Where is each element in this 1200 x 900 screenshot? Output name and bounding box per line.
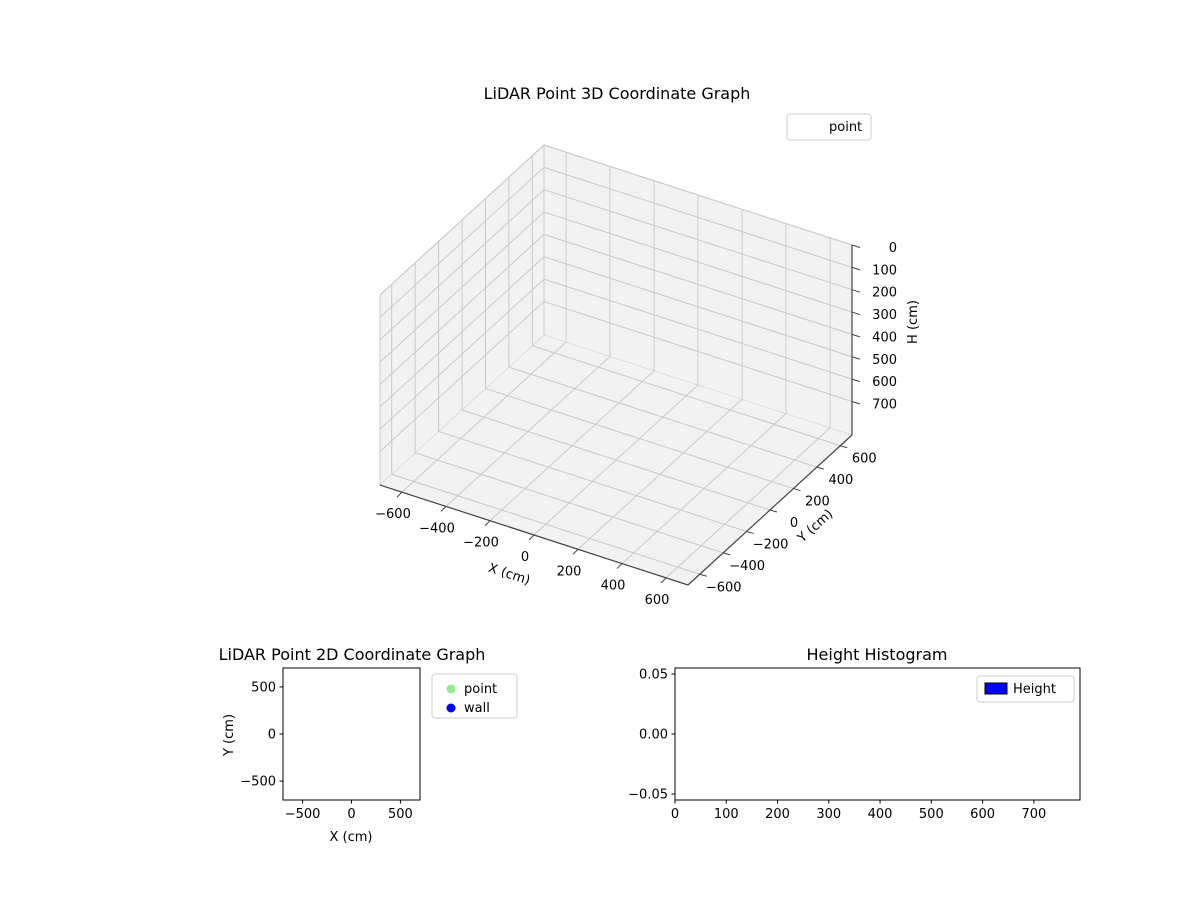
svg-text:400: 400 [868, 807, 893, 822]
plot2d-legend-wall-marker-icon [446, 703, 456, 713]
svg-text:500: 500 [872, 353, 897, 368]
svg-text:−500: −500 [240, 775, 276, 790]
plot3d-xlabel: X (cm) [486, 561, 532, 589]
svg-text:300: 300 [872, 308, 897, 323]
svg-text:200: 200 [872, 286, 897, 301]
histogram-legend-height-marker-icon [984, 682, 1008, 695]
svg-text:400: 400 [828, 473, 853, 488]
svg-text:−400: −400 [419, 521, 455, 536]
svg-text:700: 700 [872, 397, 897, 412]
plot3d-ylabel: Y (cm) [794, 507, 836, 547]
plot3d-zlabel: H (cm) [906, 300, 921, 344]
plot2d-legend-point-label: point [464, 682, 497, 697]
svg-text:−0.05: −0.05 [628, 788, 668, 803]
svg-text:500: 500 [251, 680, 276, 695]
histogram-ticks: 0 100 200 300 400 500 600 700 −0.05 0.00 0.05 [628, 668, 1046, 823]
svg-text:−600: −600 [706, 580, 742, 595]
svg-text:0: 0 [347, 807, 355, 822]
svg-text:100: 100 [872, 263, 897, 278]
svg-text:600: 600 [970, 807, 995, 822]
histogram-legend-height-label: Height [1013, 682, 1056, 697]
plot2d-ticks: −500 0 500 −500 0 500 [240, 680, 413, 822]
plot2d-legend-point-marker-icon [446, 684, 456, 694]
svg-text:0: 0 [889, 241, 897, 256]
svg-text:0.05: 0.05 [639, 668, 668, 683]
plot2d-legend-wall-label: wall [464, 701, 490, 716]
plot3d-legend-box [786, 113, 872, 141]
svg-text:600: 600 [872, 375, 897, 390]
svg-text:−500: −500 [285, 807, 321, 822]
plot2d-axes: −500 0 500 −500 0 500 [240, 667, 421, 822]
plot2d-plot-area [282, 667, 421, 801]
svg-text:0: 0 [521, 550, 529, 565]
svg-text:300: 300 [816, 807, 841, 822]
svg-text:500: 500 [388, 807, 413, 822]
plot3d-axes: −600−400−2000200400600−600−400−200020040… [375, 143, 897, 608]
svg-text:0: 0 [790, 516, 798, 531]
plot2d-ylabel: Y (cm) [222, 714, 237, 757]
histogram-legend: Height [976, 675, 1075, 703]
svg-text:−200: −200 [463, 536, 499, 551]
histogram-axes: 0 100 200 300 400 500 600 700 −0.05 0.00 0.05 [628, 667, 1081, 823]
svg-text:−600: −600 [375, 507, 411, 522]
svg-text:200: 200 [557, 564, 582, 579]
histogram-title: Height Histogram [807, 645, 948, 664]
svg-text:500: 500 [919, 807, 944, 822]
plot3d-gridlines [379, 144, 853, 579]
plot3d-title: LiDAR Point 3D Coordinate Graph [484, 84, 751, 103]
plot2d-xlabel: X (cm) [330, 830, 373, 845]
svg-text:100: 100 [714, 807, 739, 822]
svg-text:600: 600 [852, 452, 877, 467]
svg-text:700: 700 [1021, 807, 1046, 822]
svg-text:400: 400 [872, 330, 897, 345]
svg-text:200: 200 [765, 807, 790, 822]
plot3d-ticks: −600−400−2000200400600−600−400−200020040… [375, 241, 897, 608]
svg-text:0: 0 [671, 807, 679, 822]
plot2d-legend: point wall [431, 673, 518, 719]
svg-text:−400: −400 [729, 559, 765, 574]
svg-text:−200: −200 [753, 537, 789, 552]
plot3d-legend: point [786, 113, 872, 141]
plot2d-title: LiDAR Point 2D Coordinate Graph [219, 645, 486, 664]
svg-text:600: 600 [645, 593, 670, 608]
plot3d-legend-point-label: point [829, 120, 862, 135]
svg-text:0: 0 [268, 728, 276, 743]
svg-text:0.00: 0.00 [639, 728, 668, 743]
svg-text:200: 200 [805, 495, 830, 510]
svg-text:400: 400 [601, 579, 626, 594]
